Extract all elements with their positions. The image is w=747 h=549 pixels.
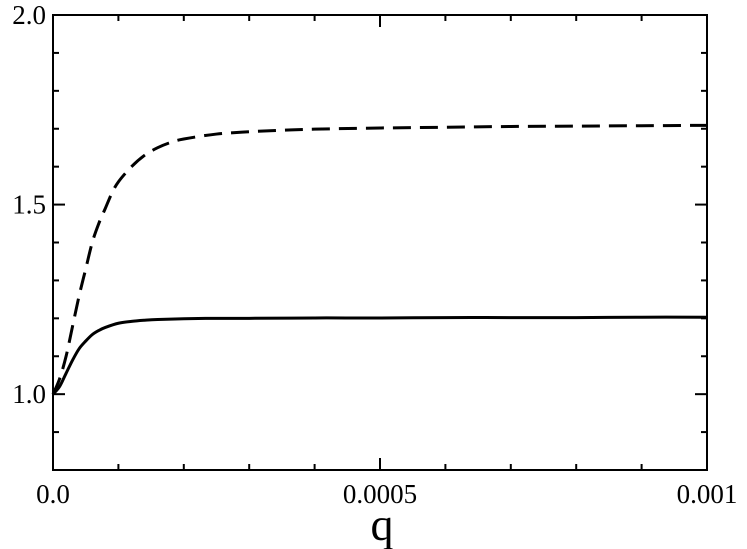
- y-tick-label: 1.0: [12, 379, 46, 409]
- x-tick-label: 0.0: [36, 479, 70, 509]
- solid-series-line: [51, 315, 708, 396]
- y-tick-label: 1.5: [12, 190, 46, 220]
- x-tick-label: 0.001: [677, 479, 738, 509]
- series-layer: [51, 123, 708, 396]
- labels-layer: 0.0 0.0005 0.001 1.0 1.5 2.0: [12, 0, 737, 509]
- y-tick-label: 2.0: [12, 0, 46, 30]
- ticks-layer: [52, 14, 708, 470]
- plot-frame: [52, 14, 708, 471]
- dashed-series-line: [51, 123, 708, 395]
- x-tick-label: 0.0005: [343, 479, 417, 509]
- x-axis-title: q: [371, 499, 394, 549]
